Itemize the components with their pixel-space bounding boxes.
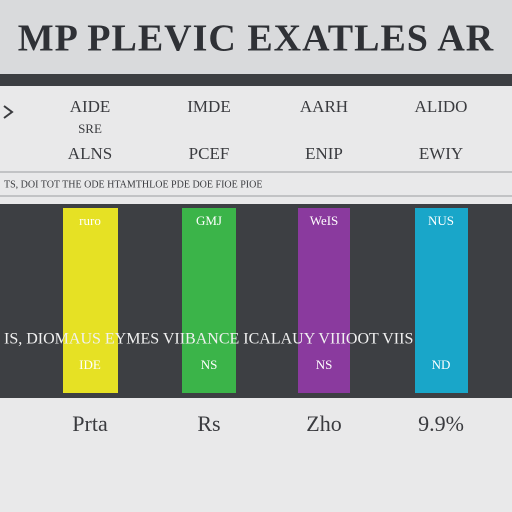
- column-bar: [298, 208, 350, 393]
- column-bar: [63, 208, 118, 393]
- bar-label: ruro: [79, 213, 101, 228]
- column-header: PCEF: [189, 144, 230, 163]
- column-bar: [182, 208, 236, 393]
- bar-label: ND: [432, 357, 451, 372]
- column-header: IMDE: [187, 97, 230, 116]
- footer-label: Zho: [306, 411, 341, 436]
- footer-label: Rs: [197, 411, 220, 436]
- footer-label: 9.9%: [418, 411, 464, 436]
- column-bar: [415, 208, 468, 393]
- footer-label: Prta: [72, 411, 108, 436]
- bar-label: IDE: [79, 357, 101, 372]
- column-header: ALNS: [68, 144, 112, 163]
- bar-label: NS: [316, 357, 333, 372]
- bar-label: GMJ: [196, 213, 222, 228]
- column-header: ENIP: [305, 144, 343, 163]
- bar-label: NS: [201, 357, 218, 372]
- info-row: TS, DOI TOT THE ODE HTAMTHLOE PDE DOE FI…: [4, 179, 262, 190]
- column-header: AIDE: [70, 97, 111, 116]
- column-header: EWIY: [419, 144, 463, 163]
- column-header: AARH: [300, 97, 348, 116]
- title: MP PLEVIC EXATLES AR: [18, 18, 494, 60]
- bar-label: NUS: [428, 213, 454, 228]
- column-header: ALIDO: [415, 97, 468, 116]
- arrow-icon: [3, 105, 14, 119]
- bar-label: WeIS: [310, 213, 339, 228]
- column-header: SRE: [78, 121, 102, 136]
- footer-band: [0, 398, 512, 512]
- panel-row: IS, DIOMAUS EYMES VIIBANCE ICALAUY VIIIO…: [4, 331, 413, 348]
- title-band: [0, 0, 512, 74]
- title-strip: [0, 74, 512, 86]
